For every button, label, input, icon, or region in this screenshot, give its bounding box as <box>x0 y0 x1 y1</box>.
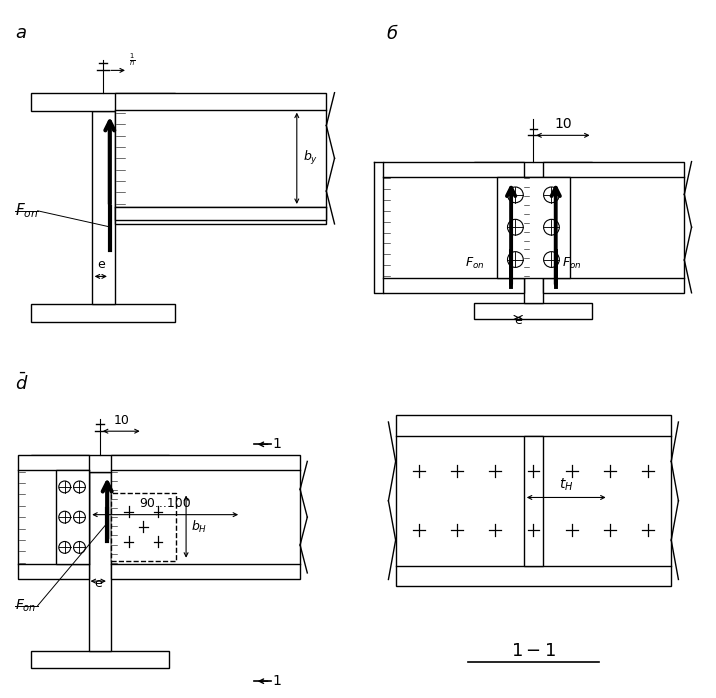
Bar <box>382 162 523 293</box>
Bar <box>31 304 175 322</box>
Bar <box>111 455 300 579</box>
Bar <box>18 455 90 579</box>
Text: $b_у$: $b_у$ <box>304 149 319 168</box>
Text: 1: 1 <box>273 674 281 688</box>
Bar <box>524 436 543 565</box>
Text: e: e <box>95 577 102 591</box>
Text: e: e <box>514 313 522 327</box>
Text: 1: 1 <box>273 438 281 452</box>
Bar <box>475 162 592 177</box>
Bar <box>498 177 569 278</box>
Text: $\frac{1}{n}$: $\frac{1}{n}$ <box>130 51 136 68</box>
Bar <box>111 493 176 560</box>
Bar <box>90 472 111 651</box>
Bar <box>57 470 90 565</box>
Bar <box>396 415 671 586</box>
Bar <box>523 177 543 304</box>
Text: 90...100: 90...100 <box>140 498 191 510</box>
Bar <box>31 93 175 111</box>
Text: $t_Н$: $t_Н$ <box>559 476 574 493</box>
Bar <box>31 455 169 472</box>
Text: $1-1$: $1-1$ <box>511 642 556 660</box>
Text: $F_{on}$: $F_{on}$ <box>14 202 38 220</box>
Bar <box>115 207 326 220</box>
Text: $\bar{d}$: $\bar{d}$ <box>14 373 28 394</box>
Bar <box>115 93 326 224</box>
Text: $а$: $а$ <box>14 24 26 42</box>
Text: 10: 10 <box>113 414 129 427</box>
Text: $F_{on}$: $F_{on}$ <box>562 256 582 272</box>
Bar <box>543 162 684 293</box>
Bar <box>475 304 592 319</box>
Text: $б$: $б$ <box>386 24 398 43</box>
Text: $F_{on}$: $F_{on}$ <box>465 256 485 272</box>
Text: $F_{on}$: $F_{on}$ <box>14 597 36 614</box>
Text: 10: 10 <box>554 117 572 131</box>
Text: $b_Н$: $b_Н$ <box>191 519 207 535</box>
Bar <box>31 651 169 668</box>
Bar <box>92 111 115 304</box>
Text: e: e <box>97 258 105 272</box>
